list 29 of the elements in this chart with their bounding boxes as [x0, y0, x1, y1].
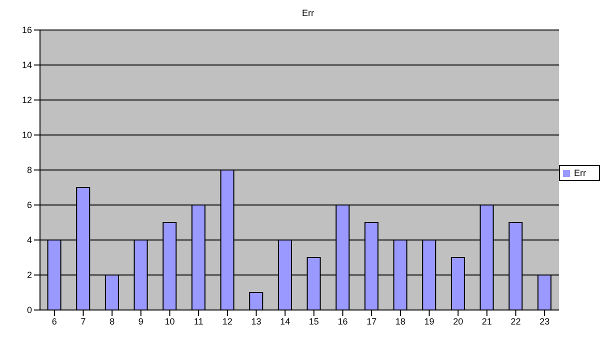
x-tick-label: 12 [222, 316, 232, 326]
y-tick-label: 4 [26, 235, 32, 246]
y-tick-label: 8 [26, 165, 32, 176]
x-tick-label: 20 [453, 316, 464, 326]
y-tick-label: 16 [22, 25, 32, 36]
x-tick-label: 19 [424, 316, 434, 326]
x-tick-label: 16 [338, 316, 348, 326]
x-tick-label: 10 [164, 316, 175, 326]
y-tick-label: 6 [26, 200, 32, 210]
legend-label: Err [574, 168, 586, 178]
chart-title: Err [301, 8, 315, 18]
y-tick-label: 0 [26, 305, 32, 316]
x-tick-label: 7 [80, 316, 86, 326]
y-tick-label: 2 [26, 270, 32, 280]
x-tick-label: 8 [110, 316, 115, 326]
x-tick-label: 15 [308, 316, 319, 326]
x-tick-label: 22 [510, 316, 521, 326]
x-tick-label: 6 [52, 316, 57, 326]
y-tick-label: 10 [22, 130, 32, 140]
x-tick-label: 13 [251, 316, 262, 326]
x-tick-label: 18 [395, 316, 406, 326]
x-tick-label: 9 [138, 316, 144, 326]
x-tick-label: 14 [280, 316, 290, 326]
y-tick-label: 14 [22, 60, 32, 70]
y-tick-label: 12 [22, 95, 32, 106]
x-tick-label: 23 [540, 316, 550, 326]
x-tick-label: 11 [194, 316, 204, 326]
x-tick-label: 17 [366, 316, 377, 326]
x-tick-label: 21 [482, 316, 492, 326]
